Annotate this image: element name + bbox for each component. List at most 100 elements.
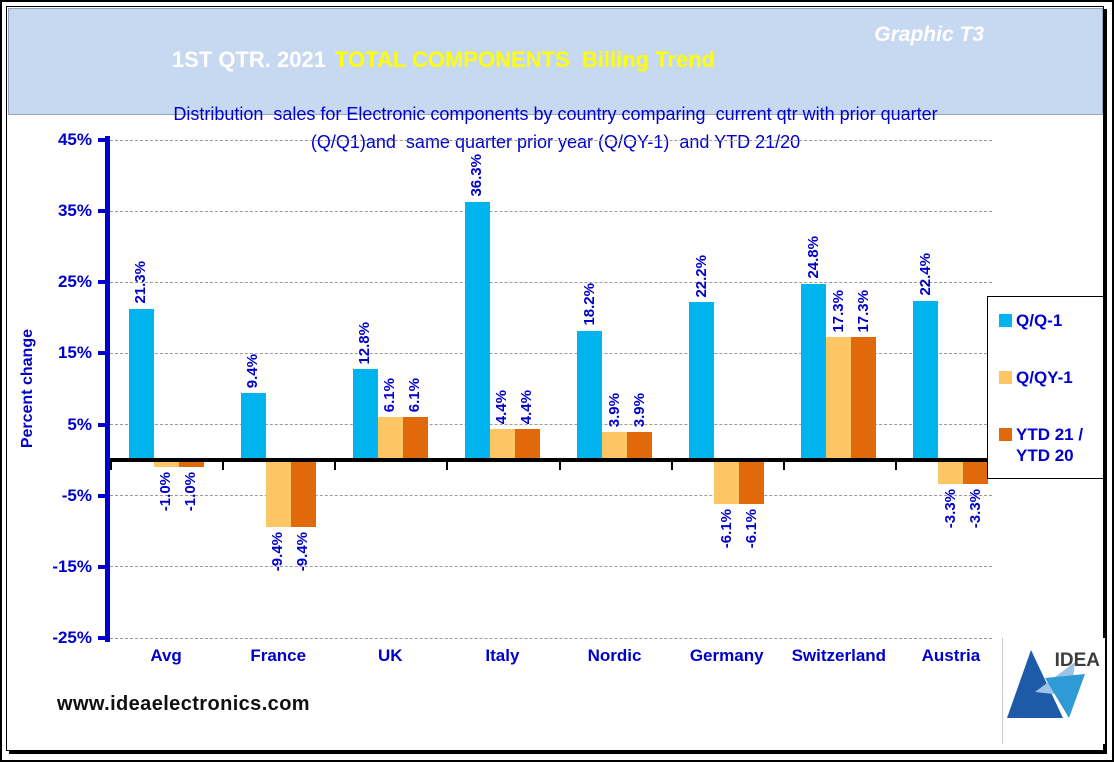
bar-value-label-q-qy-1-nordic: 3.9% [605,393,623,428]
category-label-avg: Avg [150,646,182,665]
chart-header: 1ST QTR. 2021 TOTAL COMPONENTS Billing Tr… [8,8,1103,152]
bar-q-qy-1-austria [938,460,964,484]
title-subject: TOTAL COMPONENTS Billing Trend [334,47,716,72]
x-axis-tick [334,462,337,471]
bar-value-label-q-qy-1-italy: 4.4% [493,389,511,424]
bar-value-label-q-q-1-switzerland: 24.8% [804,236,822,279]
bar-ytd-21-ytd-20-uk [402,416,428,461]
gridline--25 [110,637,992,639]
bar-value-label-q-q-1-italy: 36.3% [468,154,486,197]
bar-value-label-q-q-1-germany: 22.2% [692,254,710,298]
y-axis-tick-label: -15% [52,556,92,576]
category-label-switzerland: Switzerland [791,646,887,665]
legend-item-q-q-1: Q/Q-1 [999,310,1099,331]
bar-value-label-ytd-21-ytd-20-germany: -6.1% [742,508,760,548]
bar-ytd-21-ytd-20-nordic [627,432,653,461]
gridline--15 [110,566,992,568]
y-axis-tick-label: 15% [57,343,92,363]
bar-value-label-ytd-21-ytd-20-switzerland: 17.3% [854,289,872,333]
x-axis-zero-line [110,458,1007,463]
bar-value-label-ytd-21-ytd-20-france: -9.4% [294,532,312,572]
category-label-germany: Germany [689,646,764,665]
y-axis-tick-label: 25% [57,272,92,292]
gridline-15 [110,352,992,354]
bar-ytd-21-ytd-20-switzerland [851,337,877,461]
chart-subtitle-line2: (Q/Q1)and same quarter prior year (Q/QY-… [310,132,801,152]
bar-value-label-ytd-21-ytd-20-italy: 4.4% [518,389,536,424]
legend-swatch-q-qy-1 [999,371,1012,384]
x-axis-tick [446,462,449,471]
bar-value-label-q-qy-1-austria: -3.3% [941,488,959,528]
bar-q-qy-1-france [265,460,291,527]
bar-q-qy-1-uk [377,416,403,461]
bar-value-label-q-q-1-avg: 21.3% [132,261,150,304]
gridline-5 [110,424,992,426]
x-axis-tick [894,462,897,471]
legend-label-q-qy-1: Q/QY-1 [1016,368,1073,387]
legend-label-q-q-1: Q/Q-1 [1016,311,1063,330]
y-axis-tick-label: 45% [57,130,92,149]
bar-value-label-ytd-21-ytd-20-uk: 6.1% [406,377,424,412]
category-label-italy: Italy [485,646,520,665]
legend-label-ytd-21-ytd-20: YTD 21 / YTD 20 [1016,425,1084,465]
category-label-austria: Austria [921,646,981,665]
gridline-45 [110,139,992,141]
bar-ytd-21-ytd-20-austria [963,460,989,484]
y-axis-tick [98,493,110,498]
idea-logo-graphic: IDEA [1007,650,1101,718]
bar-q-qy-1-switzerland [826,337,852,461]
bar-q-qy-1-germany [714,460,740,504]
x-axis-tick [782,462,785,471]
y-axis-tick [98,564,110,569]
bar-q-q-1-germany [689,302,715,461]
bar-value-label-q-qy-1-france: -9.4% [269,532,287,572]
title-row: 1ST QTR. 2021 TOTAL COMPONENTS Billing Tr… [9,21,1102,99]
y-axis-tick [98,280,110,285]
website-url: www.ideaelectronics.com [57,693,310,715]
legend-item-ytd-21-ytd-20: YTD 21 / YTD 20 [999,424,1099,466]
gridline-25 [110,281,992,283]
y-axis-tick [98,351,110,356]
bar-ytd-21-ytd-20-italy [514,428,540,461]
bar-q-q-1-austria [913,300,939,461]
bar-q-q-1-switzerland [801,283,827,461]
chart-subtitle-line1: Distribution sales for Electronic compon… [173,104,938,124]
bar-ytd-21-ytd-20-avg [178,460,204,468]
plot-area: 45% 35% 25% 15% 5% -5% -15% -25% 21.3% -1.0% -1.0%… [52,130,1007,665]
y-axis-tick [98,636,110,640]
gridline--5 [110,495,992,497]
logo-triangle-medium [1045,674,1085,718]
legend-swatch-ytd-21-ytd-20 [999,428,1012,441]
y-axis-tick-label: -5% [61,485,92,505]
title-graphic-ref: Graphic T3 [874,23,984,46]
bar-q-q-1-nordic [577,330,603,461]
y-axis-tick [98,422,110,427]
bar-q-q-1-france [240,393,266,461]
legend-item-q-qy-1: Q/QY-1 [999,367,1099,388]
category-label-france: France [250,646,307,665]
bar-value-label-q-q-1-uk: 12.8% [356,321,374,365]
y-axis-line [105,136,110,642]
title-period: 1ST QTR. 2021 [171,47,326,72]
bar-value-label-q-qy-1-avg: -1.0% [157,472,175,512]
y-axis-tick-label: 5% [67,414,92,434]
y-axis-tick [98,209,110,214]
bar-value-label-q-q-1-austria: 22.4% [916,253,934,296]
bar-q-q-1-avg [128,308,154,461]
logo-triangle-dark [1007,650,1063,718]
gridline-35 [110,210,992,212]
legend: Q/Q-1 Q/QY-1 YTD 21 / YTD 20 [987,296,1104,479]
bar-value-label-ytd-21-ytd-20-avg: -1.0% [182,472,200,512]
x-axis-tick [558,462,561,471]
bar-q-qy-1-italy [489,428,515,461]
bar-value-label-ytd-21-ytd-20-austria: -3.3% [966,488,984,528]
bar-value-label-ytd-21-ytd-20-nordic: 3.9% [630,393,648,428]
y-axis-tick [98,138,110,142]
page-title: 1ST QTR. 2021 TOTAL COMPONENTS Billing Tr… [123,21,715,99]
bar-value-label-q-q-1-france: 9.4% [244,354,262,389]
bar-ytd-21-ytd-20-germany [739,460,765,504]
bar-value-label-q-qy-1-germany: -6.1% [717,508,735,548]
idea-logo: IDEA [1002,638,1105,744]
logo-text: IDEA [1055,650,1101,671]
category-label-uk: UK [378,646,403,665]
